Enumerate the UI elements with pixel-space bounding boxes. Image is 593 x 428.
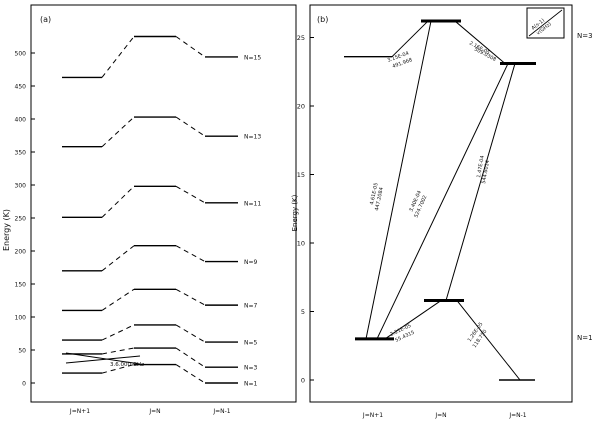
- panel-a-correlation-line: [175, 364, 206, 384]
- panel-a-correlation-line: [175, 245, 206, 262]
- panel-a-y-tick-label: 500: [15, 51, 27, 58]
- panel-b-tag: (b): [317, 15, 328, 24]
- panel-a-correlation-line: [175, 185, 206, 204]
- panel-b-label-n1: N=1: [577, 334, 593, 342]
- panel-b-x-tick-label: J=N-1: [508, 412, 526, 419]
- panel-a-y-title: Energy (K): [2, 209, 11, 251]
- panel-a-crossing-line-2: [65, 355, 141, 364]
- panel-b-legend-diagonal: [528, 9, 563, 37]
- panel-b-label-n3: N=3: [577, 32, 593, 40]
- panel-a-y-tick-label: 350: [15, 150, 27, 157]
- panel-b-frame: [309, 4, 573, 403]
- panel-a-crossing-label: 3.6.000 GHz: [110, 362, 144, 368]
- panel-a-y-tick-label: 400: [15, 117, 27, 124]
- panel-a-y-tick-label: 0: [22, 381, 26, 388]
- panel-a-correlation-line: [175, 347, 206, 368]
- panel-b-y-tick-label: 0: [301, 377, 305, 385]
- panel-a-y-axis: 0 50 100 150 200 250 300 350 400 450 500: [15, 51, 35, 388]
- panel-a-y-tick-label: 300: [15, 183, 27, 190]
- panel-b-y-tick-label: 15: [297, 171, 305, 179]
- panel-a-x-tick-label: J=N+1: [69, 408, 90, 415]
- panel-a-frame: [30, 4, 297, 403]
- panel-a-series-label: N=11: [244, 200, 261, 207]
- panel-a-x-axis: J=N+1 J=N J=N-1: [69, 408, 231, 415]
- panel-a-levels: N=15 N=13 N=11 N=9 N=7 N=5 N=3 N=1: [62, 35, 261, 388]
- panel-b-transition-arrow: [384, 300, 442, 340]
- panel-a-series-label: N=7: [244, 303, 258, 310]
- panel-b-y-tick-label: 20: [297, 103, 305, 111]
- panel-b-transition-arrow: [376, 63, 509, 340]
- panel-b-transition-arrow: [454, 20, 506, 64]
- panel-a-correlation-line: [101, 347, 135, 355]
- panel-a-series-label: N=1: [244, 381, 258, 388]
- panel-a-correlation-line: [101, 364, 135, 374]
- panel-b-transition-arrow: [445, 63, 516, 301]
- panel-a-x-tick-label: J=N: [148, 408, 160, 415]
- panel-b-x-tick-label: J=N+1: [362, 412, 383, 419]
- panel-a-correlation-line: [101, 116, 135, 148]
- panel-a-correlation-line: [175, 324, 206, 343]
- panel-a-correlation-line: [101, 36, 135, 78]
- panel-b-y-title: Energy (K): [291, 194, 299, 231]
- panel-a-correlation-line: [101, 245, 135, 272]
- panel-b-transition-arrow: [456, 300, 521, 381]
- panel-b-y-axis: 0 5 10 15 20 25: [297, 34, 314, 385]
- panel-b-x-tick-label: J=N: [434, 412, 446, 419]
- panel-a-correlation-line: [101, 288, 135, 311]
- panel-a-crossing-line: [65, 352, 141, 365]
- panel-b-y-tick-label: 25: [297, 34, 305, 42]
- panel-b-transition-label: 544.6014: [481, 160, 491, 185]
- panel-a-correlation-line: [175, 288, 206, 306]
- panel-a-tag: (a): [40, 15, 51, 24]
- panel-b-y-tick-label: 10: [297, 240, 305, 248]
- panel-a: (a) Energy (K) 0 50 100 150 200 250 300 350 400 4…: [2, 4, 297, 415]
- panel-a-y-tick-label: 150: [15, 282, 27, 289]
- panel-a-y-tick-label: 450: [15, 84, 27, 91]
- panel-a-correlation-line: [101, 185, 135, 218]
- panel-b-y-tick-label: 5: [301, 308, 305, 316]
- panel-a-y-tick-label: 200: [15, 249, 27, 256]
- panel-b-transition-arrow: [365, 20, 432, 340]
- panel-a-y-tick-label: 250: [15, 216, 27, 223]
- panel-b-transition-label: 447.2084: [374, 187, 385, 212]
- panel-b-transition-arrow: [391, 20, 429, 58]
- panel-b-transition-label: 4.61E-05: [369, 182, 380, 205]
- panel-a-x-tick-label: J=N-1: [212, 408, 230, 415]
- panel-a-series-label: N=15: [244, 54, 261, 61]
- panel-a-series-label: N=9: [244, 259, 258, 266]
- panel-b-x-axis: J=N+1 J=N J=N-1: [362, 412, 527, 419]
- panel-a-series-label: N=3: [244, 365, 258, 372]
- panel-b-transition-label: 1.47E-04: [476, 155, 486, 178]
- panel-a-series-label: N=13: [244, 134, 261, 141]
- panel-a-series-label: N=5: [244, 340, 258, 347]
- panel-a-y-tick-label: 100: [15, 315, 27, 322]
- panel-a-correlation-line: [175, 36, 206, 58]
- panel-a-correlation-line: [101, 324, 135, 341]
- panel-a-correlation-line: [175, 116, 206, 137]
- panel-a-y-tick-label: 50: [18, 348, 26, 355]
